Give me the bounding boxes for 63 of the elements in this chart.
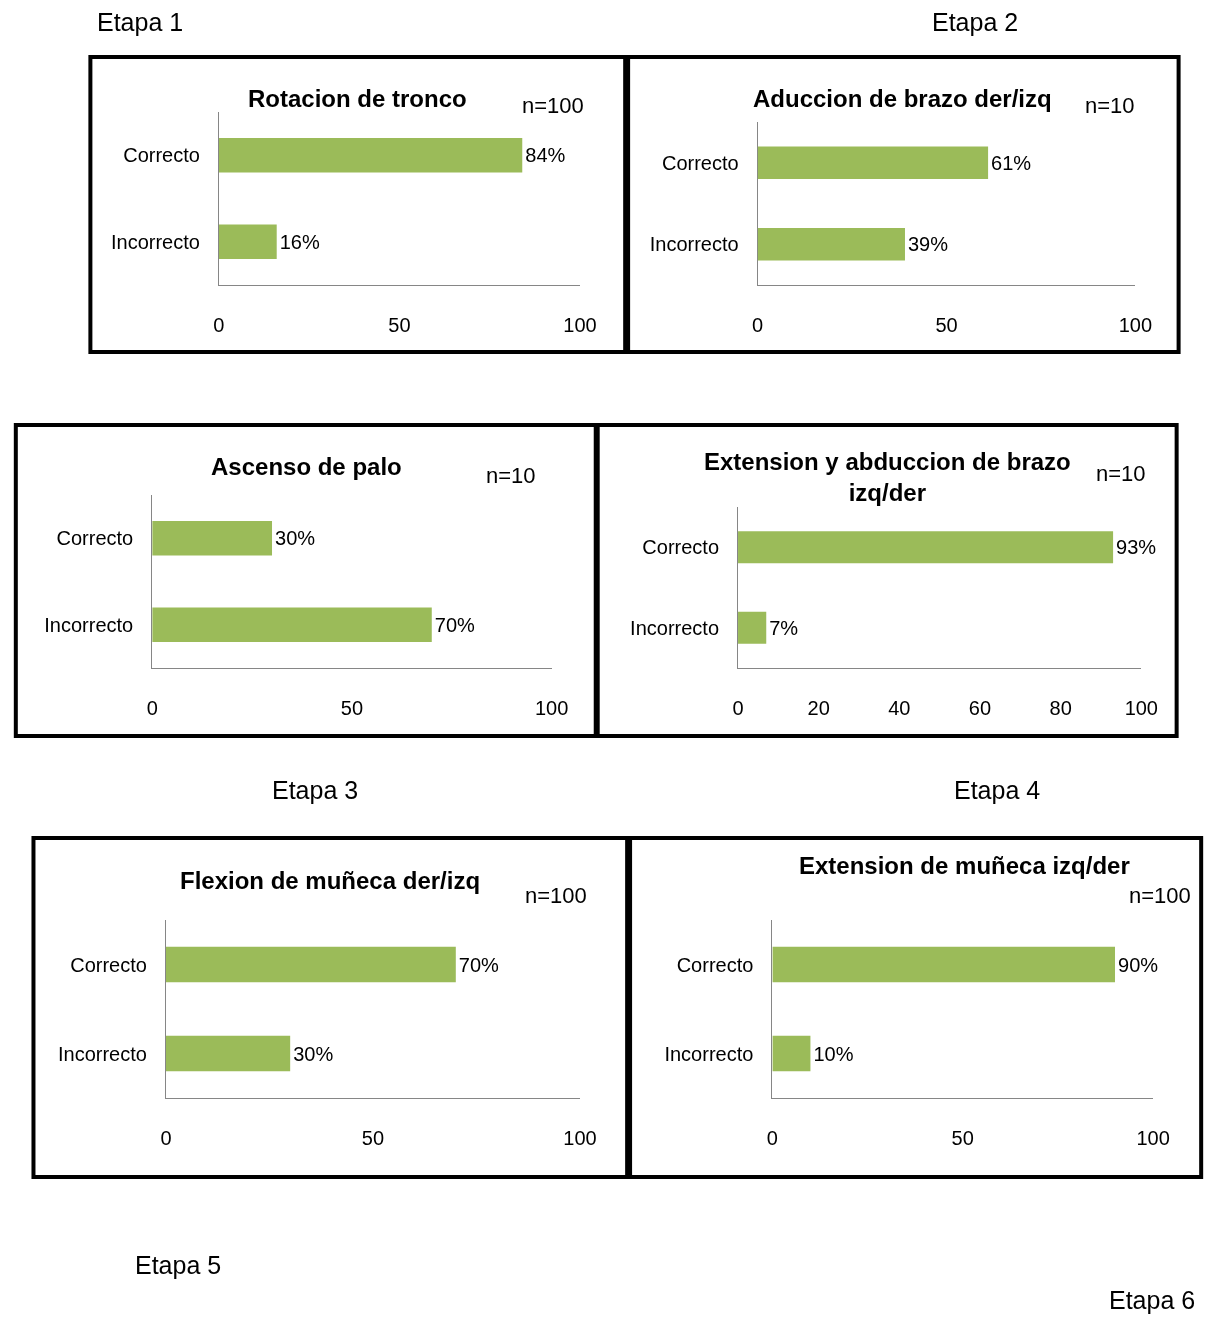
text: Etapa 1	[97, 8, 184, 36]
y-tick-label: Incorrecto	[44, 613, 134, 636]
x-tick-label: 100	[1124, 697, 1158, 719]
y-tick-label: Correcto	[661, 151, 739, 174]
x-tick-label: 40	[888, 697, 911, 719]
text: Etapa 5	[135, 1251, 222, 1279]
data-label: 30%	[275, 527, 316, 550]
text: Etapa 3	[272, 776, 359, 804]
x-tick-label: 20	[807, 697, 830, 719]
text: n=100	[1129, 883, 1191, 908]
text: n=10	[1085, 93, 1135, 118]
x-tick-label: 100	[1136, 1127, 1170, 1149]
data-label: 84%	[525, 144, 566, 167]
chart-title: Aduccion de brazo der/izq	[753, 85, 1052, 112]
x-tick-label: 0	[732, 697, 744, 719]
y-tick-label: Correcto	[642, 536, 720, 559]
x-tick-label: 0	[213, 314, 225, 336]
chart-title: Ascenso de palo	[211, 453, 402, 480]
text: Etapa 6	[1109, 1286, 1196, 1314]
data-label: 90%	[1118, 953, 1159, 976]
x-tick-label: 100	[534, 697, 569, 719]
x-tick-label: 50	[340, 697, 364, 719]
x-tick-label: 100	[1118, 314, 1153, 336]
data-label: 70%	[434, 613, 476, 636]
x-tick-label: 0	[766, 1127, 778, 1149]
y-tick-label: Incorrecto	[110, 230, 200, 253]
x-tick-label: 0	[146, 697, 158, 719]
text: Etapa 4	[954, 776, 1041, 804]
chart-title: Rotacion de tronco	[248, 85, 467, 112]
data-label: 61%	[991, 151, 1032, 174]
data-label: 39%	[907, 233, 949, 256]
text: Etapa 2	[932, 8, 1019, 36]
y-tick-label: Incorrecto	[649, 233, 739, 256]
x-tick-label: 50	[388, 314, 411, 336]
data-label: 93%	[1116, 536, 1157, 559]
y-tick-label: Correcto	[676, 953, 754, 976]
chart-title: Flexion de muñeca der/izq	[180, 867, 481, 894]
y-tick-label: Incorrecto	[58, 1042, 147, 1065]
x-tick-label: 100	[563, 314, 597, 336]
data-label: 10%	[813, 1042, 854, 1065]
x-tick-label: 60	[968, 697, 992, 719]
chart-title: Extension y abduccion de brazo izq/der	[704, 448, 1071, 507]
y-tick-label: Correcto	[123, 144, 200, 167]
y-tick-label: Correcto	[70, 953, 147, 976]
annotation: n=100	[522, 93, 584, 118]
data-label: 70%	[458, 953, 500, 976]
text: n=100	[525, 883, 587, 908]
x-tick-label: 50	[935, 314, 958, 336]
data-label: 7%	[769, 616, 799, 639]
x-tick-label: 100	[563, 1127, 597, 1149]
x-tick-label: 0	[752, 314, 764, 336]
data-label: 30%	[293, 1042, 334, 1065]
y-tick-label: Incorrecto	[664, 1042, 754, 1065]
chart-title: Extension de muñeca izq/der	[799, 852, 1130, 879]
x-tick-label: 0	[160, 1127, 172, 1149]
text: n=10	[1096, 461, 1146, 486]
data-label: 16%	[279, 230, 320, 253]
x-tick-label: 50	[951, 1127, 974, 1149]
x-tick-label: 50	[361, 1127, 385, 1149]
x-tick-label: 80	[1049, 697, 1072, 719]
text: n=10	[486, 463, 536, 488]
y-tick-label: Correcto	[56, 527, 134, 550]
y-tick-label: Incorrecto	[630, 616, 720, 639]
